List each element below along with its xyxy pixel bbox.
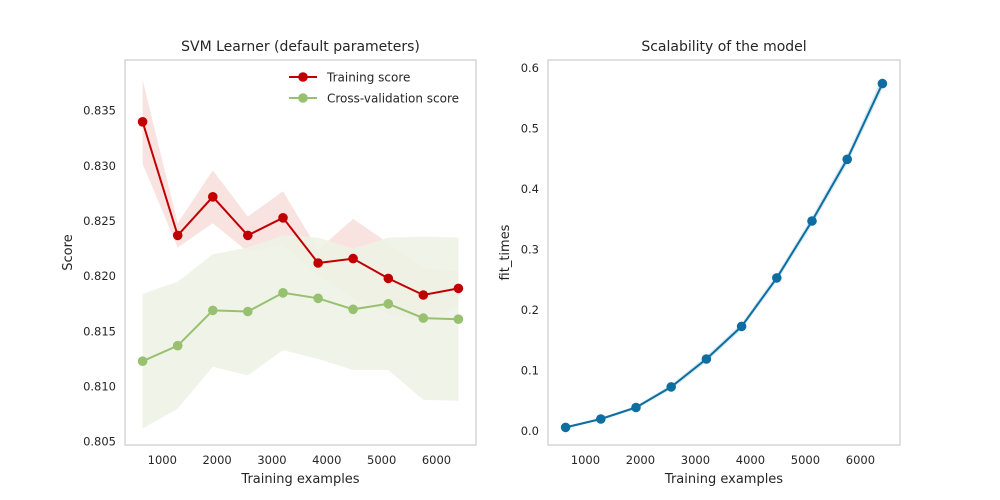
scalability-y-tick-label: 0.1 bbox=[521, 364, 539, 378]
learning-curve-y-tick-label: 0.805 bbox=[83, 435, 116, 449]
scalability-x-tick-label: 1000 bbox=[571, 453, 600, 467]
scalability-y-tick-label: 0.3 bbox=[521, 243, 539, 257]
learning-curve-x-tick-label: 1000 bbox=[148, 453, 177, 467]
learning-curve-x-tick-label: 5000 bbox=[367, 453, 396, 467]
learning-curve-lines bbox=[137, 117, 464, 367]
scalability-series-0-point bbox=[807, 216, 817, 226]
scalability-title: Scalability of the model bbox=[641, 39, 806, 55]
legend: Training score Cross-validation score bbox=[289, 71, 459, 106]
learning-curve-training-score-point bbox=[172, 230, 183, 241]
scalability-series-0-point bbox=[842, 154, 852, 165]
scalability-series-0-point bbox=[772, 273, 782, 283]
scalability-x-tick-label: 2000 bbox=[626, 453, 655, 467]
learning-curve-bands bbox=[142, 79, 459, 429]
learning-curve-cross-validation-score-point bbox=[172, 340, 183, 351]
legend-swatch-training-marker bbox=[298, 72, 308, 82]
learning-curve-y-tick-label: 0.820 bbox=[83, 269, 116, 283]
learning-curve-x-tick-label: 3000 bbox=[257, 453, 286, 467]
learning-curve-cross-validation-score-band bbox=[142, 235, 459, 429]
learning-curve-frame bbox=[124, 59, 477, 446]
learning-curve-title: SVM Learner (default parameters) bbox=[181, 39, 420, 55]
learning-curve-cross-validation-score-point bbox=[348, 304, 358, 315]
learning-curve-cross-validation-score-point bbox=[453, 314, 464, 325]
scalability-x-tick-label: 3000 bbox=[681, 453, 710, 467]
scalability-y-tick-label: 0.4 bbox=[521, 182, 539, 196]
learning-curve-y-tick-label: 0.835 bbox=[83, 104, 116, 118]
learning-curve-training-score-point bbox=[418, 290, 429, 300]
learning-curve-y-tick-label: 0.830 bbox=[83, 159, 116, 173]
scalability-x-label: Training examples bbox=[664, 472, 783, 487]
scalability-y-tick-label: 0.5 bbox=[521, 121, 539, 135]
learning-curve-y-tick-label: 0.810 bbox=[83, 380, 116, 394]
scalability-y-ticks: 0.0 0.1 0.2 0.3 0.4 0.5 0.6 bbox=[521, 61, 539, 438]
scalability-series-0-point bbox=[701, 354, 712, 364]
scalability-frame bbox=[547, 59, 901, 446]
learning-curve-training-score-line bbox=[141, 121, 459, 297]
learning-curve-training-score-point bbox=[137, 117, 148, 127]
learning-curve-y-tick-label: 0.825 bbox=[83, 214, 116, 228]
scalability-y-tick-label: 0.2 bbox=[521, 303, 539, 317]
legend-label-training: Training score bbox=[326, 71, 410, 85]
learning-curve-x-ticks: 1000 2000 3000 4000 5000 6000 bbox=[148, 453, 451, 467]
scalability-series-0-point bbox=[596, 414, 606, 424]
scalability-series-0-line bbox=[565, 83, 884, 429]
learning-curve-y-ticks: 0.805 0.810 0.815 0.820 0.825 0.830 0.835 bbox=[83, 104, 116, 449]
scalability-x-ticks: 1000 2000 3000 4000 5000 6000 bbox=[571, 453, 875, 467]
scalability-series-0-point bbox=[736, 321, 747, 332]
learning-curve-cross-validation-score-point bbox=[418, 313, 429, 323]
learning-curve-training-score-point bbox=[278, 213, 288, 223]
legend-label-cv: Cross-validation score bbox=[327, 92, 459, 106]
learning-curve-cross-validation-score-line bbox=[142, 291, 459, 363]
learning-curve-cross-validation-score-point bbox=[137, 356, 148, 367]
scalability-y-label: fit_times bbox=[498, 224, 513, 280]
scalability-series-0-point bbox=[560, 422, 571, 433]
learning-curve-training-score-point bbox=[313, 258, 323, 268]
learning-curve-training-score-point bbox=[383, 273, 394, 284]
scalability-y-tick-label: 0.6 bbox=[521, 61, 539, 75]
learning-curve-panel: 1000 2000 3000 4000 5000 6000 0.805 0.810 0.815… bbox=[61, 39, 477, 487]
learning-curve-cross-validation-score-point bbox=[278, 288, 288, 298]
scalability-x-tick-label: 4000 bbox=[736, 453, 765, 467]
learning-curve-training-score-point bbox=[208, 192, 218, 202]
learning-curve-training-score-point bbox=[243, 230, 253, 241]
learning-curve-cross-validation-score-point bbox=[243, 306, 253, 317]
scalability-x-tick-label: 5000 bbox=[791, 453, 820, 467]
legend-swatch-cv-marker bbox=[298, 93, 308, 103]
learning-curve-x-tick-label: 2000 bbox=[202, 453, 231, 467]
scalability-series-0-point bbox=[877, 78, 888, 89]
learning-curve-training-score-point bbox=[453, 283, 464, 294]
scalability-x-tick-label: 6000 bbox=[846, 453, 875, 467]
scalability-y-tick-label: 0.0 bbox=[521, 424, 539, 438]
learning-curve-x-tick-label: 4000 bbox=[312, 453, 341, 467]
learning-curve-y-tick-label: 0.815 bbox=[83, 324, 116, 338]
learning-curve-training-score-point bbox=[348, 253, 358, 264]
scalability-series-0-point bbox=[666, 382, 676, 392]
learning-curve-cross-validation-score-point bbox=[208, 305, 218, 316]
learning-curve-cross-validation-score-point bbox=[313, 293, 323, 304]
scalability-series-0-point bbox=[631, 402, 641, 413]
learning-curve-y-label: Score bbox=[61, 234, 76, 270]
learning-curve-x-label: Training examples bbox=[240, 472, 359, 487]
scalability-panel: 1000 2000 3000 4000 5000 6000 0.0 0.1 0.2 0.3 0.4… bbox=[498, 39, 901, 487]
learning-curve-cross-validation-score-point bbox=[383, 299, 394, 309]
learning-curve-x-tick-label: 6000 bbox=[422, 453, 451, 467]
scalability-lines bbox=[560, 78, 888, 433]
